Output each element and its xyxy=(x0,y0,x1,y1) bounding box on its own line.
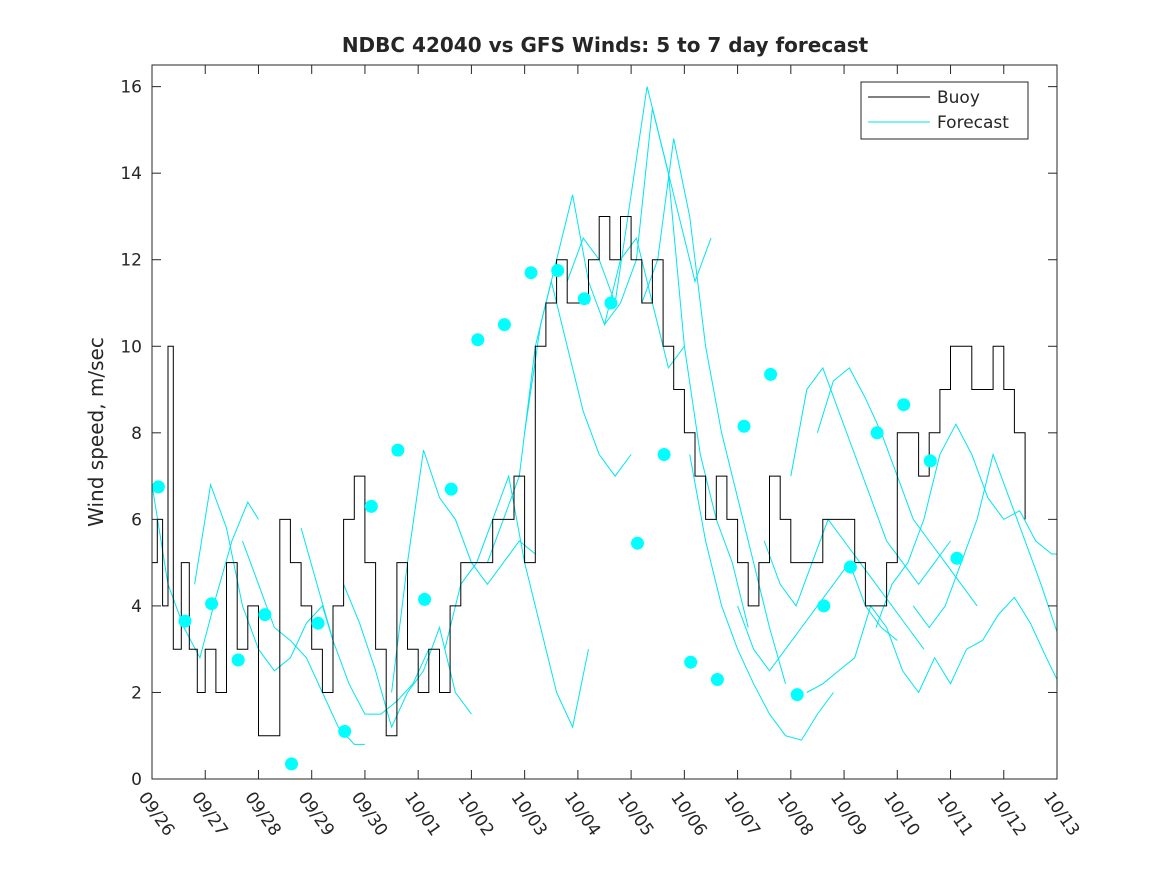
forecast-marker xyxy=(897,398,911,412)
legend-box xyxy=(860,81,1029,140)
y-tick-label: 14 xyxy=(120,164,142,184)
forecast-marker xyxy=(737,419,751,433)
y-tick-label: 6 xyxy=(131,510,142,530)
forecast-marker xyxy=(418,592,432,606)
forecast-line-1 xyxy=(152,484,259,660)
y-axis-label: Wind speed, m/sec xyxy=(84,337,108,527)
forecast-marker xyxy=(285,757,298,771)
forecast-line-19 xyxy=(875,423,1057,628)
forecast-line-6 xyxy=(391,449,536,693)
forecast-line-20 xyxy=(912,452,1057,633)
y-tick-label: 16 xyxy=(120,78,142,98)
forecast-marker xyxy=(471,333,485,347)
forecast-marker xyxy=(631,536,644,550)
y-tick-label: 0 xyxy=(131,770,142,790)
forecast-line-16 xyxy=(790,366,951,586)
chart-title: NDBC 42040 vs GFS Winds: 5 to 7 day fore… xyxy=(342,33,869,57)
buoy-line xyxy=(152,216,1026,737)
forecast-marker xyxy=(391,443,405,457)
y-tick-label: 8 xyxy=(131,424,142,444)
forecast-line-7 xyxy=(444,474,589,729)
forecast-marker xyxy=(364,499,378,513)
forecast-marker xyxy=(551,264,565,277)
forecast-marker xyxy=(923,454,937,468)
forecast-marker xyxy=(524,266,538,280)
forecast-marker xyxy=(311,616,325,630)
chart-legend: Buoy Forecast xyxy=(860,81,1029,140)
forecast-marker xyxy=(764,367,778,381)
y-tick-label: 10 xyxy=(120,337,142,357)
y-tick-label: 2 xyxy=(131,683,142,703)
forecast-marker xyxy=(950,551,964,565)
y-tick-label: 12 xyxy=(120,251,142,271)
forecast-marker xyxy=(231,653,245,667)
forecast-line-10 xyxy=(566,86,712,304)
forecast-marker xyxy=(205,597,219,611)
forecast-line-12 xyxy=(641,138,786,684)
forecast-line-13 xyxy=(689,454,834,741)
y-tick-label: 4 xyxy=(131,597,142,617)
legend-buoy-label: Buoy xyxy=(937,88,980,108)
forecast-marker xyxy=(790,688,804,702)
forecast-marker xyxy=(843,560,857,574)
forecast-line-15 xyxy=(763,518,925,650)
plot-markers xyxy=(152,264,964,771)
forecast-line-11 xyxy=(604,108,749,628)
plot-series xyxy=(152,86,1057,745)
forecast-marker xyxy=(338,724,352,738)
forecast-marker xyxy=(657,448,671,461)
forecast-marker xyxy=(577,292,591,306)
forecast-marker xyxy=(497,318,511,332)
forecast-line-8 xyxy=(486,281,632,563)
forecast-line-2 xyxy=(194,482,334,672)
forecast-marker xyxy=(710,673,724,686)
forecast-marker xyxy=(152,480,165,494)
forecast-line-3 xyxy=(242,540,365,745)
legend-forecast-label: Forecast xyxy=(937,113,1009,133)
forecast-marker xyxy=(817,599,831,613)
forecast-line-18 xyxy=(806,596,1057,694)
forecast-marker xyxy=(444,482,458,496)
plot-frame xyxy=(151,64,1058,780)
forecast-marker xyxy=(604,296,618,310)
forecast-marker xyxy=(258,608,272,622)
forecast-line-4 xyxy=(300,527,430,715)
forecast-marker xyxy=(870,426,884,440)
forecast-marker xyxy=(684,655,698,669)
forecast-marker xyxy=(178,614,192,628)
